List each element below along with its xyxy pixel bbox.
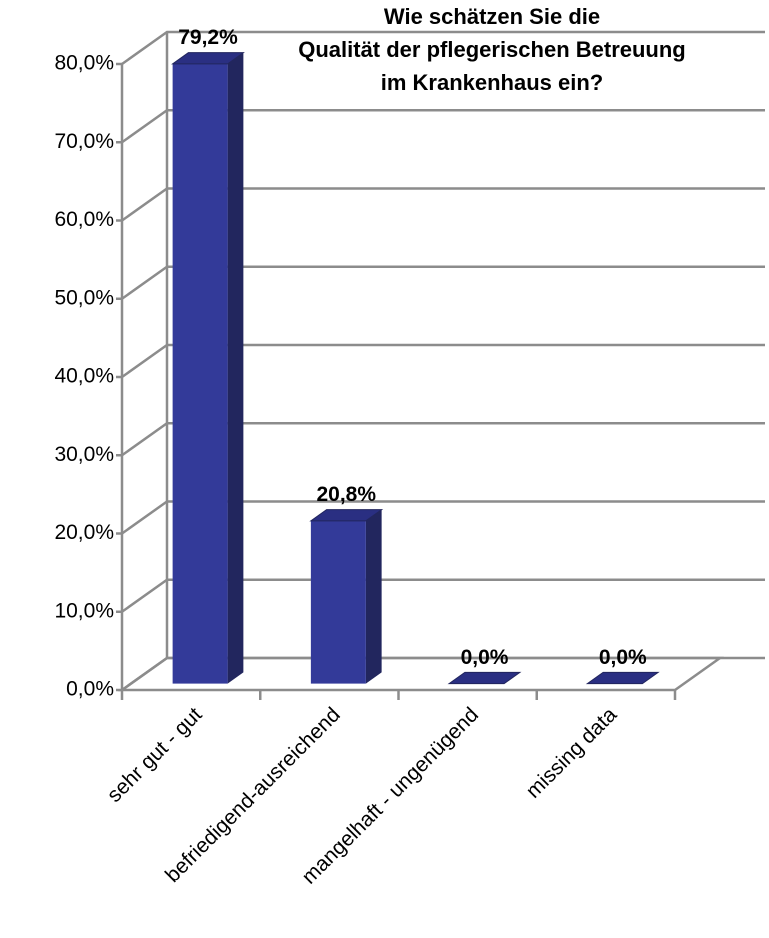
y-tick-label: 80,0% [54,52,114,75]
chart-title: Wie schätzen Sie die [384,4,600,29]
value-label: 79,2% [178,26,238,49]
bar-top [171,52,245,65]
bar [310,520,366,684]
bar [172,63,228,684]
chart-title: im Krankenhaus ein? [381,70,604,95]
grid-line [121,343,765,379]
y-tick-label: 60,0% [54,208,114,231]
value-label: 0,0% [461,646,509,669]
grid-line [121,109,765,144]
bar-side [365,509,382,684]
bar-top [309,509,384,522]
x-tick-label: missing data [522,703,622,803]
chart-title: Qualität der pflegerischen Betreuung [298,37,686,62]
bar-top [585,671,660,685]
y-tick-label: 70,0% [54,130,114,153]
grid-line [121,265,765,300]
x-tick-label: sehr gut - gut [103,703,207,807]
grid-line [121,187,765,222]
value-label: 0,0% [599,646,647,669]
y-tick-label: 20,0% [54,521,114,544]
y-tick-label: 10,0% [54,599,114,622]
y-tick-label: 50,0% [54,286,114,309]
grid-line [121,500,765,535]
grid-line [121,422,765,457]
y-tick-label: 0,0% [66,678,114,701]
grid-line [121,656,765,692]
y-tick-label: 30,0% [54,443,114,466]
value-label: 20,8% [316,483,376,506]
grid-line [121,30,765,66]
bar-top [447,671,522,685]
grid-line [121,578,765,613]
y-tick-label: 40,0% [54,365,114,388]
bar-side [227,52,244,684]
